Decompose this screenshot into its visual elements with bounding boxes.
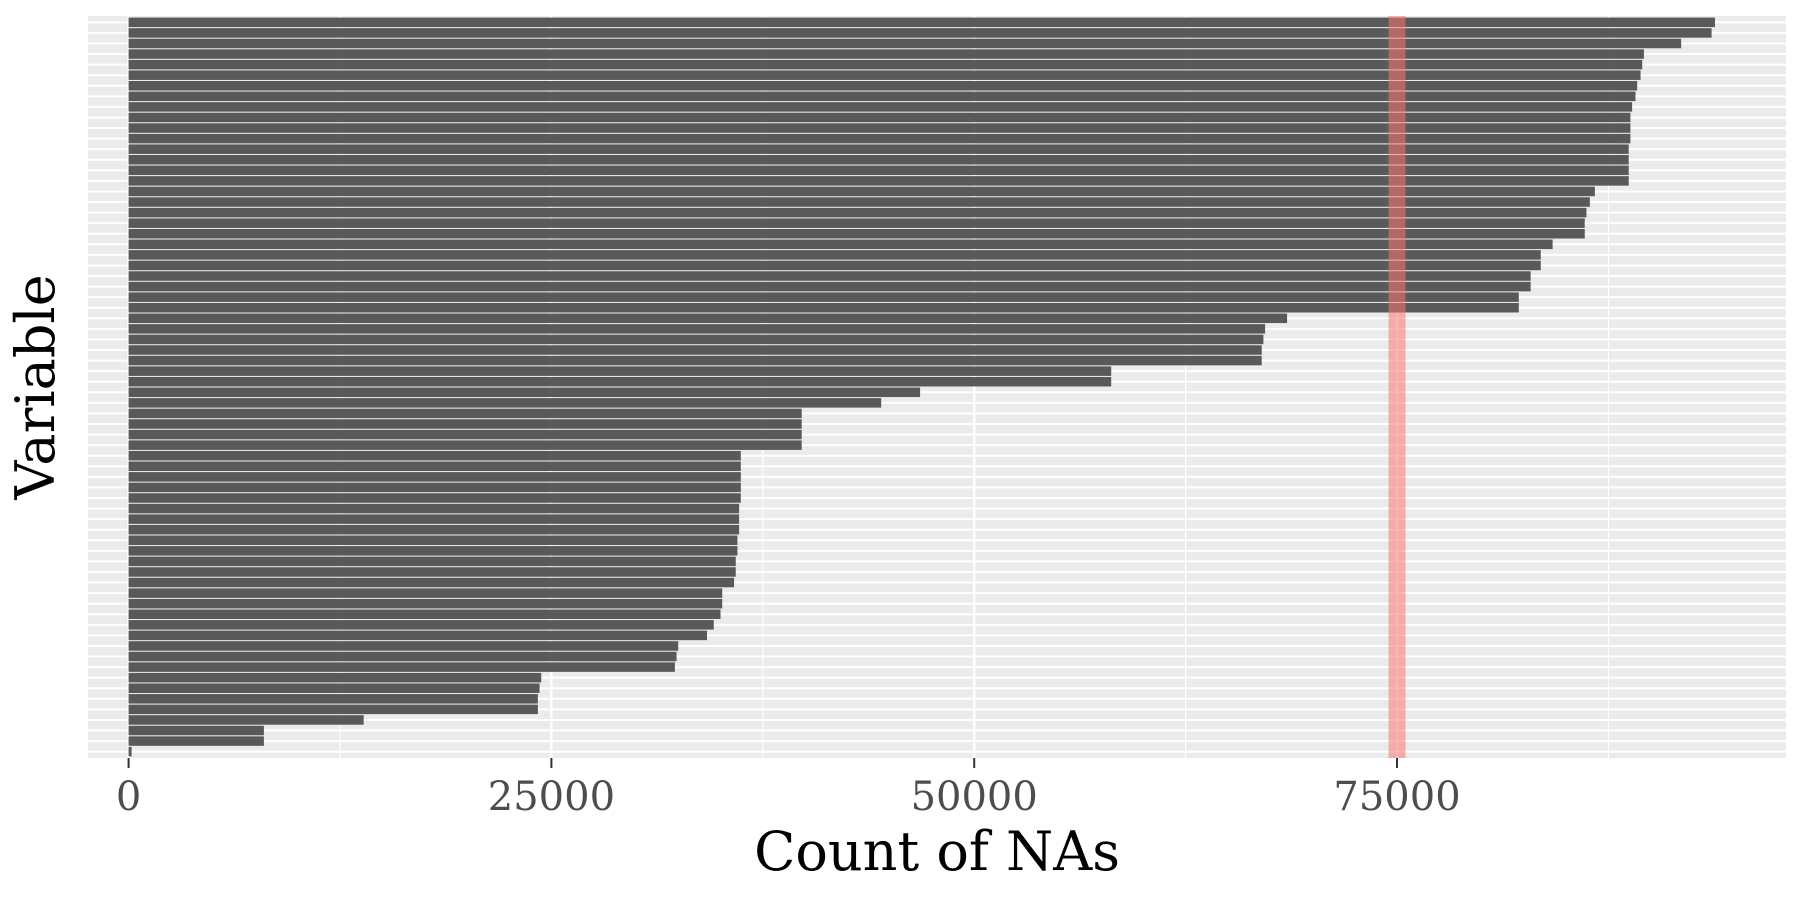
bar — [128, 250, 1541, 260]
bar — [128, 662, 675, 672]
reference-line — [1388, 16, 1406, 758]
bar — [128, 524, 740, 535]
bar — [128, 746, 132, 757]
bar — [128, 38, 1682, 49]
bar — [128, 334, 1264, 345]
bar — [128, 672, 542, 683]
y-axis-title: Variable — [4, 274, 67, 500]
bar — [128, 228, 1585, 239]
bar — [128, 313, 1288, 324]
bar — [128, 154, 1629, 165]
bar — [128, 577, 735, 588]
bar — [128, 176, 1629, 186]
x-tick-label: 25000 — [488, 774, 615, 820]
bar — [128, 567, 736, 577]
bar — [128, 376, 1112, 387]
bar — [128, 302, 1519, 313]
bar — [128, 440, 802, 450]
bar — [128, 620, 714, 630]
bar — [128, 207, 1587, 218]
bar — [128, 81, 1638, 91]
bar — [128, 408, 802, 419]
bar — [128, 218, 1585, 228]
bar — [128, 535, 738, 546]
bar — [128, 165, 1629, 176]
bar — [128, 493, 741, 503]
bar — [128, 683, 540, 693]
x-axis-ticks: 0 25000 50000 75000 — [116, 758, 1461, 820]
bar — [128, 186, 1595, 197]
bar — [128, 736, 264, 746]
bar — [128, 28, 1712, 38]
bar — [128, 324, 1266, 334]
bar — [128, 725, 264, 736]
bar — [128, 144, 1629, 154]
bar — [128, 461, 741, 472]
bar — [128, 419, 802, 429]
bar — [128, 704, 538, 715]
bar — [128, 715, 364, 725]
bar — [128, 546, 738, 556]
bar — [128, 398, 882, 408]
x-tick-label: 50000 — [911, 774, 1038, 820]
bar — [128, 345, 1262, 355]
bar — [128, 387, 921, 398]
bar — [128, 70, 1641, 80]
bar — [128, 556, 736, 567]
bar — [128, 450, 741, 461]
bar — [128, 133, 1631, 144]
bar — [128, 260, 1541, 271]
bar — [128, 609, 721, 620]
bar — [128, 123, 1631, 133]
bar — [128, 514, 740, 524]
bar — [128, 588, 723, 598]
bar — [128, 59, 1643, 70]
bar — [128, 271, 1531, 281]
bar — [128, 355, 1262, 366]
bar — [128, 49, 1644, 59]
bar — [128, 17, 1715, 28]
bar — [128, 366, 1112, 376]
bar — [128, 630, 707, 641]
bar — [128, 694, 538, 704]
bar — [128, 472, 741, 482]
bar — [128, 281, 1531, 292]
x-axis-title: Count of NAs — [754, 820, 1120, 883]
bars — [128, 17, 1715, 757]
x-tick-label: 0 — [116, 774, 141, 820]
bar — [128, 292, 1519, 302]
bar — [128, 112, 1631, 123]
bar — [128, 651, 677, 662]
bar — [128, 598, 723, 609]
x-tick-label: 75000 — [1333, 774, 1460, 820]
bar — [128, 503, 740, 514]
bar — [128, 482, 741, 493]
bar — [128, 641, 679, 651]
bar — [128, 91, 1636, 102]
bar — [128, 429, 802, 440]
bar — [128, 102, 1633, 112]
bar — [128, 239, 1553, 250]
bar — [128, 197, 1590, 207]
